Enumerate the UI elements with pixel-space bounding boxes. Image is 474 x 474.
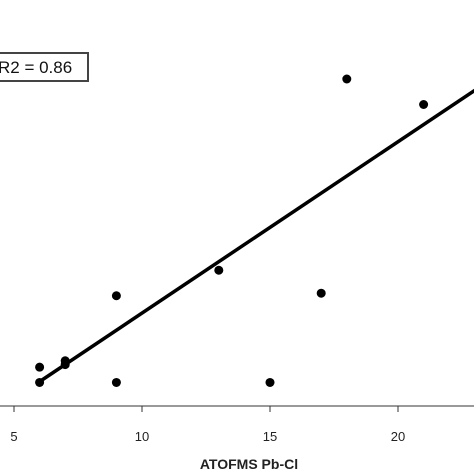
data-point xyxy=(111,291,121,301)
data-point xyxy=(265,377,275,387)
annotation-text: R2 = 0.86 xyxy=(0,58,72,77)
data-point xyxy=(35,362,45,372)
data-point xyxy=(214,265,224,275)
r-squared-annotation: R2 = 0.86 xyxy=(0,52,89,82)
fit-line-group xyxy=(40,88,474,382)
x-axis-ticks: 5 10 15 20 xyxy=(10,406,405,444)
x-tick-label: 15 xyxy=(263,429,277,444)
x-tick-label: 20 xyxy=(391,429,405,444)
data-points xyxy=(35,74,429,387)
data-point xyxy=(60,360,70,370)
data-point xyxy=(342,74,352,84)
data-point xyxy=(35,377,45,387)
data-point xyxy=(111,377,121,387)
x-axis-label: ATOFMS Pb-Cl xyxy=(200,456,298,472)
data-point xyxy=(316,288,326,298)
x-tick-label: 10 xyxy=(135,429,149,444)
regression-line xyxy=(40,88,474,382)
x-tick-label: 5 xyxy=(10,429,17,444)
annotation-box xyxy=(0,52,89,82)
plot-area: 5 10 15 20 xyxy=(0,74,474,444)
data-point xyxy=(419,100,429,109)
